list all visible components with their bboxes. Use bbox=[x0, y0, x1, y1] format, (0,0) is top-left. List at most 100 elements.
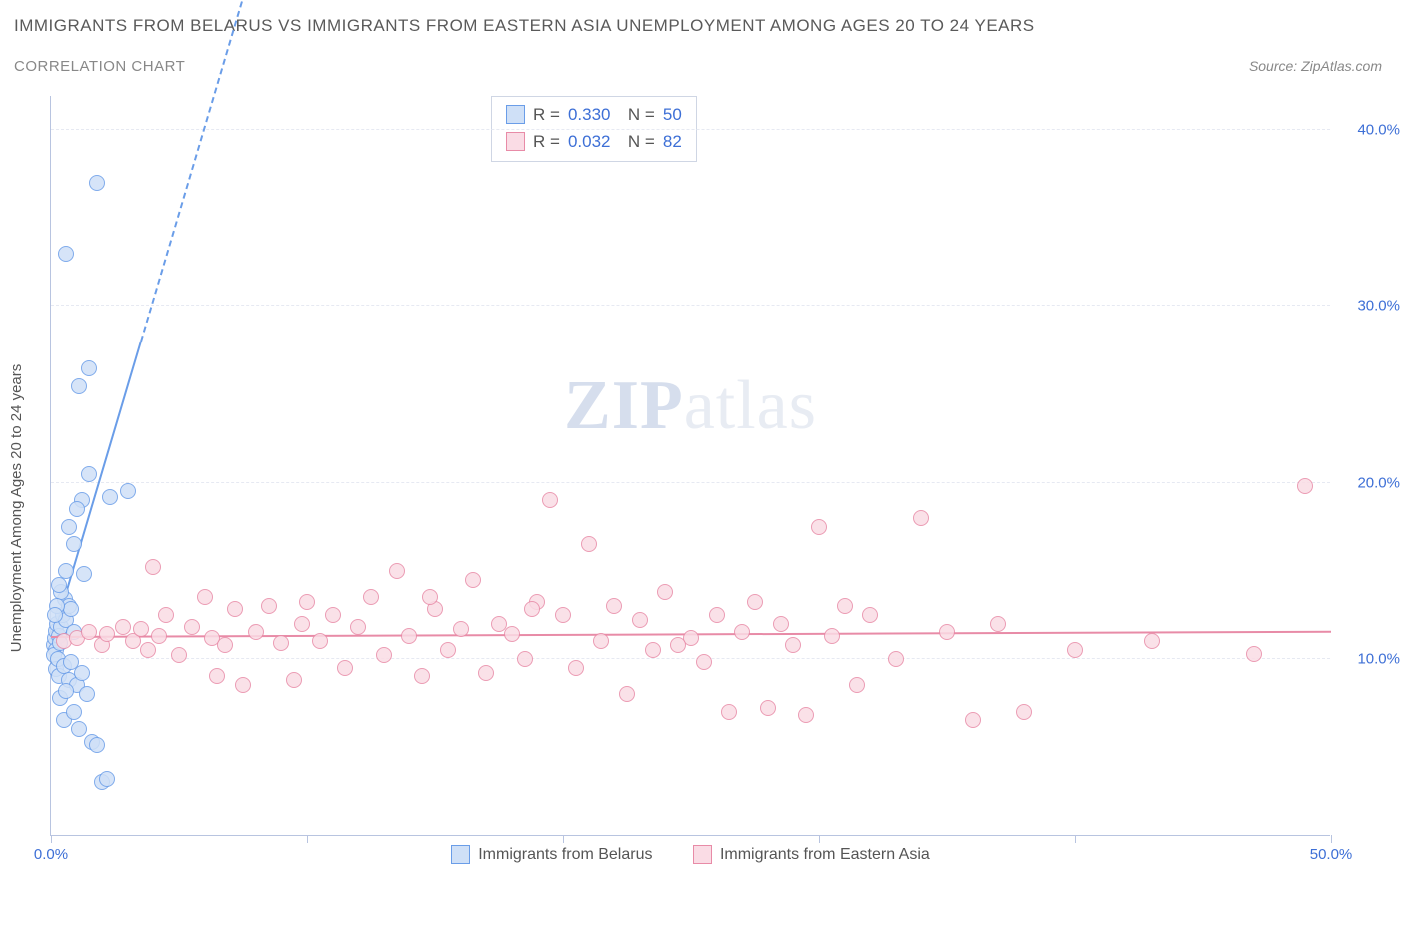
x-tick bbox=[1075, 835, 1076, 843]
data-point bbox=[1016, 704, 1032, 720]
data-point bbox=[811, 519, 827, 535]
chart-title: IMMIGRANTS FROM BELARUS VS IMMIGRANTS FR… bbox=[14, 16, 1035, 36]
data-point bbox=[197, 589, 213, 605]
data-point bbox=[1067, 642, 1083, 658]
data-point bbox=[71, 378, 87, 394]
data-point bbox=[261, 598, 277, 614]
data-point bbox=[51, 577, 67, 593]
x-tick bbox=[563, 835, 564, 843]
data-point bbox=[734, 624, 750, 640]
data-point bbox=[517, 651, 533, 667]
chart-subtitle: CORRELATION CHART bbox=[14, 58, 185, 75]
x-legend: Immigrants from Belarus Immigrants from … bbox=[51, 845, 1330, 869]
data-point bbox=[888, 651, 904, 667]
data-point bbox=[158, 607, 174, 623]
data-point bbox=[798, 707, 814, 723]
data-point bbox=[145, 559, 161, 575]
data-point bbox=[120, 483, 136, 499]
legend-label-belarus: Immigrants from Belarus bbox=[478, 846, 652, 864]
gridline bbox=[51, 305, 1330, 306]
data-point bbox=[568, 660, 584, 676]
data-point bbox=[542, 492, 558, 508]
data-point bbox=[990, 616, 1006, 632]
x-tick bbox=[307, 835, 308, 843]
stats-row-eastern-asia: R = 0.032 N = 82 bbox=[506, 128, 682, 155]
data-point bbox=[294, 616, 310, 632]
legend-swatch-belarus bbox=[451, 845, 470, 864]
data-point bbox=[325, 607, 341, 623]
data-point bbox=[61, 519, 77, 535]
data-point bbox=[66, 536, 82, 552]
x-tick bbox=[819, 835, 820, 843]
data-point bbox=[69, 501, 85, 517]
data-point bbox=[389, 563, 405, 579]
data-point bbox=[71, 721, 87, 737]
data-point bbox=[79, 686, 95, 702]
data-point bbox=[171, 647, 187, 663]
data-point bbox=[184, 619, 200, 635]
data-point bbox=[696, 654, 712, 670]
data-point bbox=[747, 594, 763, 610]
data-point bbox=[66, 704, 82, 720]
data-point bbox=[619, 686, 635, 702]
data-point bbox=[47, 607, 63, 623]
n-value-belarus: 50 bbox=[663, 101, 682, 128]
data-point bbox=[1144, 633, 1160, 649]
legend-item-belarus: Immigrants from Belarus bbox=[451, 845, 652, 864]
data-point bbox=[63, 601, 79, 617]
data-point bbox=[657, 584, 673, 600]
data-point bbox=[632, 612, 648, 628]
data-point bbox=[824, 628, 840, 644]
data-point bbox=[453, 621, 469, 637]
data-point bbox=[465, 572, 481, 588]
x-tick-label: 50.0% bbox=[1310, 846, 1353, 863]
y-axis-label: Unemployment Among Ages 20 to 24 years bbox=[8, 364, 25, 653]
y-tick-label: 30.0% bbox=[1340, 298, 1400, 315]
y-tick-label: 40.0% bbox=[1340, 122, 1400, 139]
data-point bbox=[89, 737, 105, 753]
data-point bbox=[363, 589, 379, 605]
legend-swatch-eastern-asia bbox=[693, 845, 712, 864]
data-point bbox=[1246, 646, 1262, 662]
data-point bbox=[217, 637, 233, 653]
data-point bbox=[414, 668, 430, 684]
data-point bbox=[785, 637, 801, 653]
data-point bbox=[102, 489, 118, 505]
gridline bbox=[51, 658, 1330, 659]
data-point bbox=[99, 771, 115, 787]
data-point bbox=[773, 616, 789, 632]
data-point bbox=[89, 175, 105, 191]
data-point bbox=[376, 647, 392, 663]
data-point bbox=[478, 665, 494, 681]
data-point bbox=[350, 619, 366, 635]
n-value-eastern-asia: 82 bbox=[663, 128, 682, 155]
r-value-belarus: 0.330 bbox=[568, 101, 611, 128]
watermark: ZIPatlas bbox=[564, 366, 817, 446]
x-tick bbox=[51, 835, 52, 843]
swatch-eastern-asia bbox=[506, 132, 525, 151]
data-point bbox=[524, 601, 540, 617]
data-point bbox=[63, 654, 79, 670]
data-point bbox=[555, 607, 571, 623]
data-point bbox=[1297, 478, 1313, 494]
data-point bbox=[862, 607, 878, 623]
data-point bbox=[849, 677, 865, 693]
data-point bbox=[606, 598, 622, 614]
data-point bbox=[965, 712, 981, 728]
legend-item-eastern-asia: Immigrants from Eastern Asia bbox=[693, 845, 930, 864]
data-point bbox=[273, 635, 289, 651]
data-point bbox=[227, 601, 243, 617]
data-point bbox=[401, 628, 417, 644]
chart-container: Unemployment Among Ages 20 to 24 years Z… bbox=[0, 88, 1406, 930]
data-point bbox=[837, 598, 853, 614]
trend-line bbox=[140, 0, 257, 342]
data-point bbox=[248, 624, 264, 640]
legend-label-eastern-asia: Immigrants from Eastern Asia bbox=[720, 846, 930, 864]
data-point bbox=[58, 246, 74, 262]
data-point bbox=[235, 677, 251, 693]
x-tick bbox=[1331, 835, 1332, 843]
plot-area: ZIPatlas R = 0.330 N = 50 R = 0.032 N = … bbox=[50, 96, 1330, 836]
data-point bbox=[151, 628, 167, 644]
r-value-eastern-asia: 0.032 bbox=[568, 128, 611, 155]
x-tick-label: 0.0% bbox=[34, 846, 68, 863]
